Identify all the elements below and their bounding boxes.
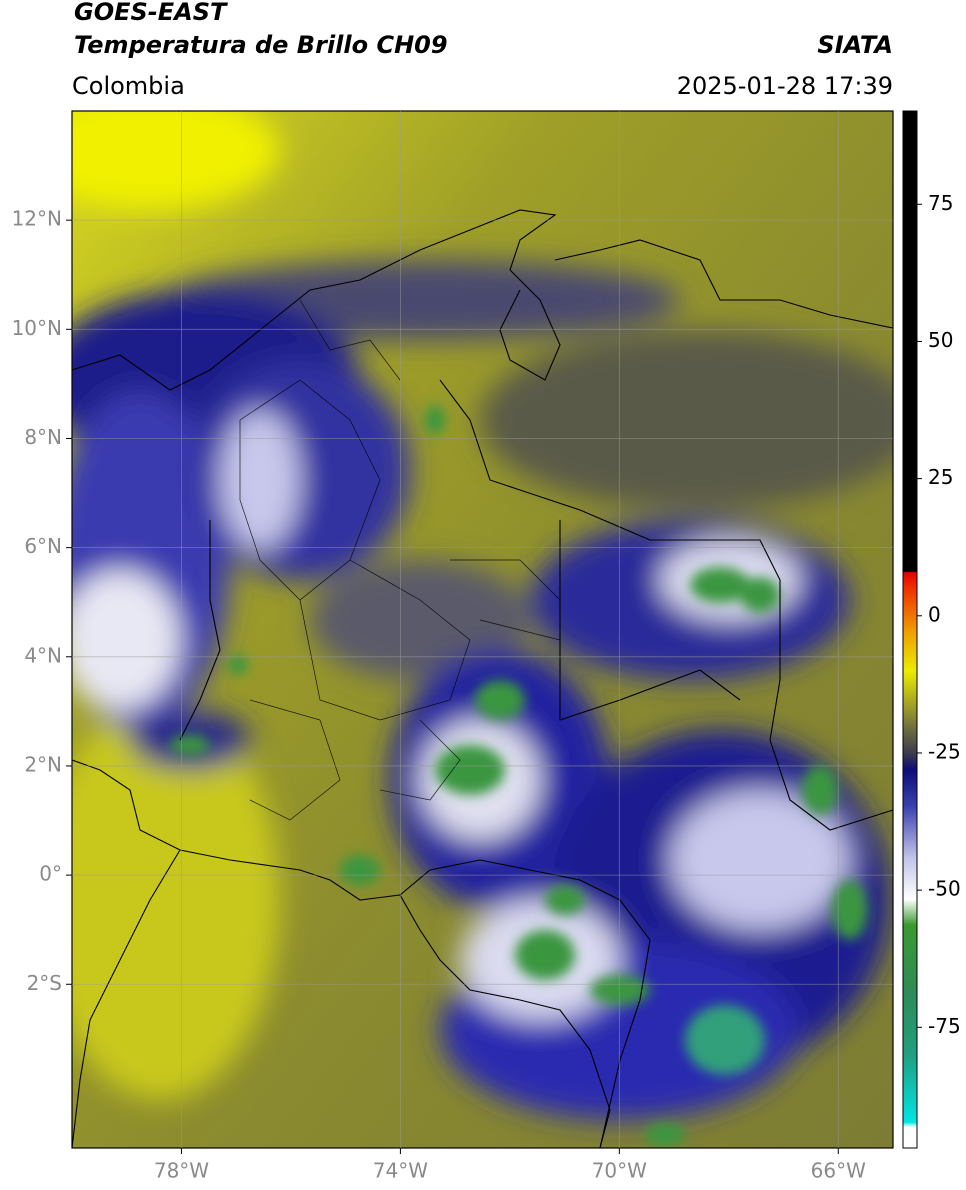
colorbar-tick-label: 0 — [928, 602, 941, 626]
y-tick-label: 0° — [39, 862, 62, 886]
satellite-title: GOES-EAST — [74, 0, 227, 26]
y-tick-label: 12°N — [12, 207, 62, 231]
colorbar — [902, 110, 918, 1149]
x-tick-label: 78°W — [154, 1159, 209, 1183]
y-tick-label: 2°S — [27, 971, 62, 995]
x-tick-label: 66°W — [811, 1159, 866, 1183]
satellite-image — [72, 111, 893, 1148]
colorbar-tick-label: 50 — [928, 328, 953, 352]
colorbar-tick-label: -75 — [928, 1014, 961, 1038]
source-label: SIATA — [817, 31, 893, 59]
y-tick-label: 8°N — [24, 425, 62, 449]
datetime-label: 2025-01-28 17:39 — [676, 72, 893, 100]
x-tick-label: 70°W — [592, 1159, 647, 1183]
colorbar-tick-label: -25 — [928, 739, 961, 763]
colorbar-tick-label: 25 — [928, 465, 953, 489]
y-tick-label: 10°N — [12, 316, 62, 340]
colorbar-tick-label: -50 — [928, 877, 961, 901]
y-tick-label: 2°N — [24, 752, 62, 776]
map-frame — [71, 110, 894, 1149]
colorbar-tick-label: 75 — [928, 191, 953, 215]
y-tick-label: 6°N — [24, 534, 62, 558]
product-title: Temperatura de Brillo CH09 — [74, 31, 448, 59]
region-label: Colombia — [72, 72, 185, 100]
x-tick-label: 74°W — [373, 1159, 428, 1183]
y-tick-label: 4°N — [24, 643, 62, 667]
